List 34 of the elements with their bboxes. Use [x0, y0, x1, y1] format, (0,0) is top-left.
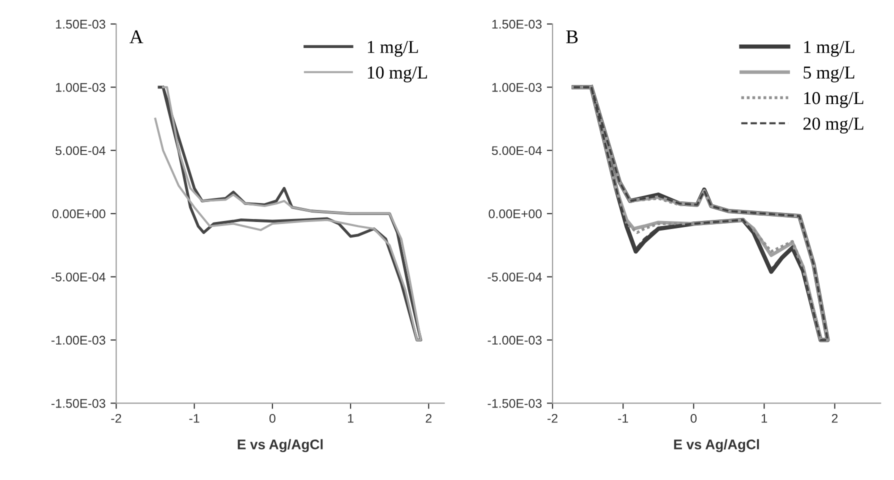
x-tick-label: 1	[762, 414, 768, 423]
x-tick-label: -1	[618, 414, 628, 423]
legend-label: 5 mg/L	[804, 66, 854, 82]
y-tick-label: 5.00E-04	[492, 146, 542, 156]
x-tick-label: -1	[189, 414, 200, 423]
annotation: B	[566, 30, 578, 44]
y-tick-label: -1.00E-03	[488, 336, 542, 345]
y-tick-label: 1.50E-03	[56, 20, 106, 29]
y-tick-label: -5.00E-04	[51, 272, 106, 282]
legend-label: 1 mg/L	[368, 40, 418, 57]
legend-label: 1 mg/L	[804, 40, 854, 57]
legend-label: 10 mg/L	[368, 66, 427, 82]
y-tick-label: 1.50E-03	[492, 20, 542, 29]
x-tick-label: -2	[548, 414, 558, 423]
x-tick-label: 2	[426, 414, 432, 423]
y-tick-label: -5.00E-04	[488, 272, 542, 282]
x-tick-label: 0	[690, 414, 697, 423]
y-tick-label: 1.00E-03	[492, 83, 542, 92]
x-tick-label: 2	[832, 414, 838, 423]
y-tick-label: -1.00E-03	[51, 336, 106, 345]
y-tick-label: 0.00E+00	[488, 209, 542, 218]
y-tick-label: 1.00E-03	[56, 83, 106, 92]
x-axis-title: E vs Ag/AgCl	[674, 439, 759, 452]
x-tick-label: 1	[348, 414, 354, 423]
x-tick-label: 0	[269, 414, 276, 423]
y-tick-label: 0.00E+00	[52, 209, 106, 218]
annotation: A	[130, 30, 144, 44]
y-tick-label: 5.00E-04	[56, 146, 106, 156]
x-tick-label: -2	[111, 414, 122, 423]
legend-label: 10 mg/L	[804, 92, 864, 108]
y-tick-label: -1.50E-03	[488, 399, 542, 408]
y-tick-label: -1.50E-03	[51, 399, 106, 408]
legend-label: 20 mg/L	[803, 118, 864, 134]
x-axis-title: E vs Ag/AgCl	[238, 439, 323, 452]
